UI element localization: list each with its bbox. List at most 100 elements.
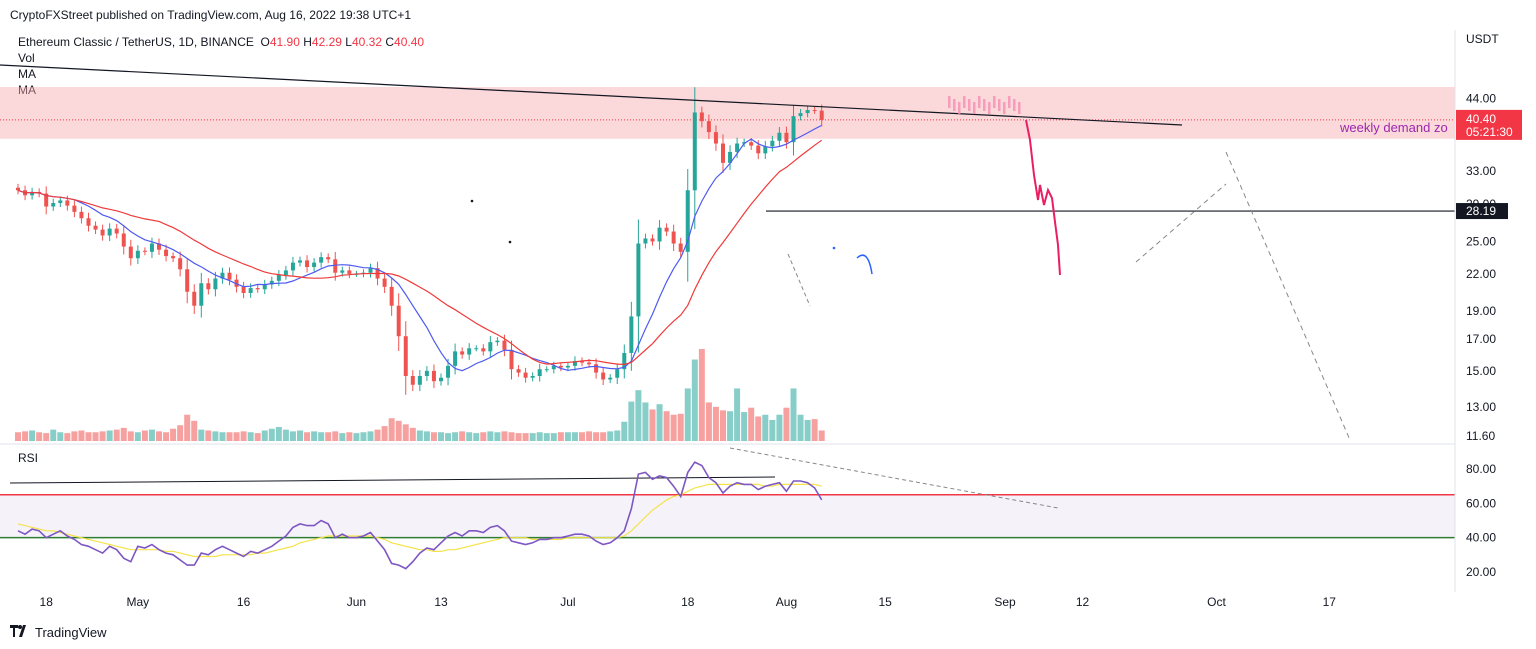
candle-body	[467, 348, 472, 355]
candle-body	[86, 218, 91, 226]
volume-indicator-label[interactable]: Vol	[18, 51, 35, 65]
candle-body	[572, 360, 577, 366]
candle-body	[692, 112, 697, 191]
time-tick-label: 16	[237, 595, 251, 609]
candle-body	[580, 360, 584, 363]
volume-bar	[459, 431, 466, 441]
volume-bar	[282, 429, 289, 441]
marker-dot	[508, 240, 512, 244]
last-price-value: 40.40	[1466, 112, 1496, 126]
rsi-tick-label: 20.00	[1466, 565, 1496, 579]
volume-bar	[741, 412, 748, 441]
candle-body	[283, 270, 288, 276]
candle-body	[805, 110, 810, 114]
candle-body	[262, 284, 267, 290]
candle-body	[664, 227, 669, 232]
candle-body	[431, 370, 436, 382]
volume-bar	[184, 414, 191, 441]
candle-body	[185, 269, 190, 292]
volume-bar	[621, 421, 628, 441]
volume-bar	[642, 402, 649, 441]
volume-bar	[776, 414, 783, 441]
candle-body	[157, 243, 161, 250]
candle-body	[509, 349, 514, 370]
candle-body	[516, 369, 521, 373]
volume-bar	[240, 431, 247, 441]
candle-body	[312, 262, 317, 268]
volume-bar	[663, 411, 670, 441]
descending-trendline	[0, 64, 1183, 126]
level-tag-value: 28.19	[1466, 204, 1496, 218]
volume-bar	[268, 428, 275, 441]
volume-bar	[818, 430, 825, 441]
volume-bar	[339, 433, 346, 441]
close-value: 40.40	[394, 35, 425, 49]
volume-bar	[254, 433, 261, 441]
symbol-title[interactable]: Ethereum Classic / TetherUS, 1D, BINANCE	[18, 35, 254, 49]
volume-bar	[113, 429, 120, 441]
demand-zone-rect	[0, 87, 1455, 139]
candle-body	[798, 113, 803, 117]
volume-bar	[600, 432, 607, 441]
volume-bar	[297, 430, 303, 441]
open-label: O	[260, 35, 270, 49]
ma-indicator-label-2[interactable]: MA	[18, 83, 36, 97]
volume-bar	[656, 404, 663, 441]
projected-drop-path	[1025, 119, 1061, 276]
rsi-pane	[0, 447, 1455, 570]
price-tick-label: 13.00	[1466, 400, 1496, 414]
volume-bar	[360, 432, 367, 441]
volume-bar	[233, 432, 240, 441]
candle-body	[347, 270, 352, 274]
candle-body	[121, 233, 126, 247]
ma-indicator-label-1[interactable]: MA	[18, 67, 36, 81]
volume-bar	[705, 402, 712, 441]
candle-body	[51, 203, 56, 207]
volume-bar	[163, 432, 170, 441]
level-tag	[1456, 203, 1508, 220]
candle-body	[100, 229, 105, 236]
volume-bar	[628, 401, 635, 441]
volume-bar	[564, 432, 571, 441]
candle-body	[382, 278, 387, 287]
volume-bar	[501, 431, 508, 441]
volume-bar	[92, 432, 99, 441]
candle-body	[650, 238, 655, 242]
last-price-tag	[1456, 109, 1522, 140]
volume-bar	[593, 432, 600, 441]
pullback-arrow-line	[787, 253, 811, 307]
volume-bar	[712, 406, 719, 441]
candle-body	[502, 340, 507, 350]
candle-body	[241, 286, 246, 293]
candle-body	[93, 225, 98, 230]
volume-bars	[15, 349, 825, 441]
candle-body	[149, 243, 154, 252]
volume-bar	[191, 420, 198, 441]
candle-body	[30, 191, 35, 196]
candle-body	[699, 112, 704, 122]
volume-bar	[78, 430, 85, 441]
candle-body	[763, 146, 768, 154]
candle-body	[636, 243, 641, 317]
volume-bar	[635, 390, 642, 441]
candle-body	[424, 370, 429, 377]
candle-body	[756, 145, 761, 154]
volume-bar	[219, 432, 226, 441]
candle-body	[474, 348, 479, 350]
volume-bar	[494, 432, 501, 441]
volume-bar	[346, 432, 353, 441]
candle-body	[721, 143, 725, 163]
candle-body	[523, 372, 528, 378]
demand-zone-label: weekly demand zo	[1339, 120, 1448, 135]
volume-bar	[727, 411, 734, 441]
candle-body	[206, 283, 211, 290]
ghost-candle	[968, 99, 971, 111]
candle-body	[819, 110, 824, 120]
ma-slow-line	[17, 139, 823, 366]
rsi-indicator-label[interactable]: RSI	[18, 451, 39, 465]
volume-bar	[748, 407, 755, 441]
volume-bar	[374, 429, 381, 441]
candlestick-series	[16, 87, 824, 395]
